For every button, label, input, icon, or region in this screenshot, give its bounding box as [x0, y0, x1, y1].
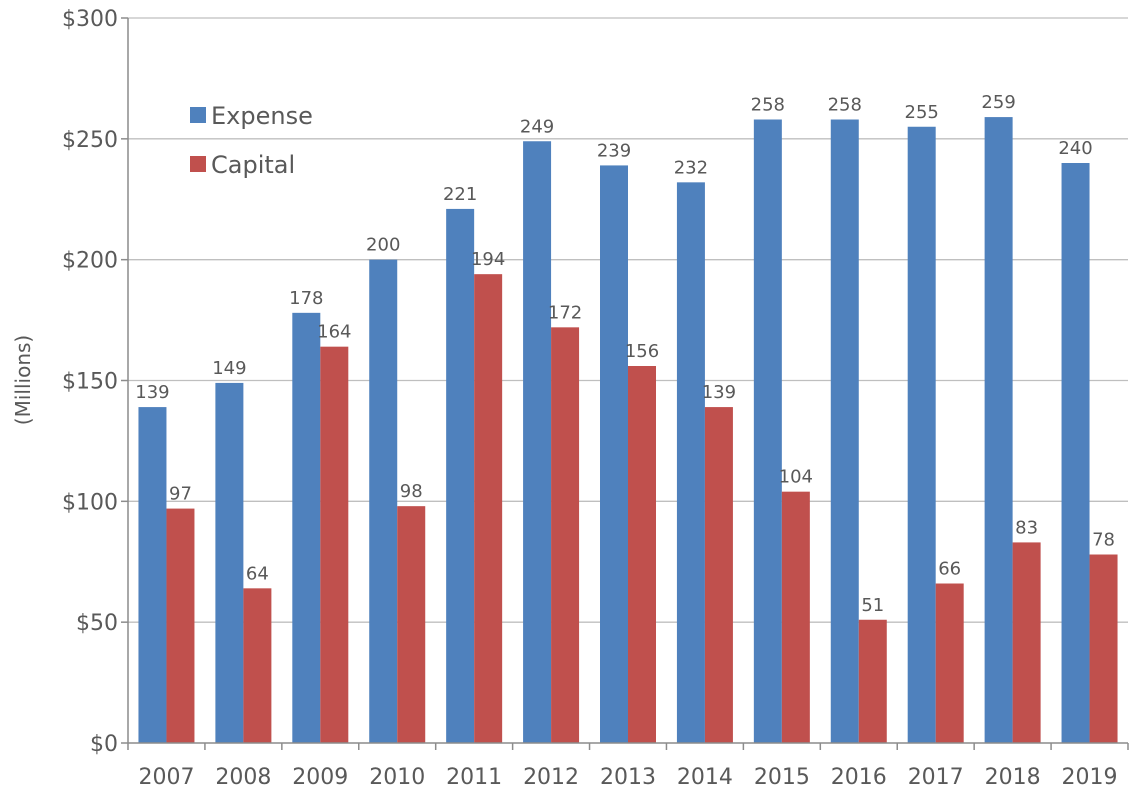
bar-expense-2007: [138, 407, 167, 743]
data-label-expense-2012: 249: [520, 116, 554, 137]
axes: [127, 18, 1129, 750]
data-label-capital-2012: 172: [548, 302, 582, 323]
bar-capital-2013: [628, 366, 656, 743]
bar-capital-2019: [1089, 554, 1118, 743]
data-label-expense-2009: 178: [289, 288, 323, 309]
data-label-expense-2011: 221: [443, 184, 477, 205]
data-label-capital-2014: 139: [702, 382, 736, 403]
data-label-expense-2017: 255: [905, 102, 939, 123]
data-label-capital-2015: 104: [779, 467, 813, 488]
x-tick-label: 2016: [831, 765, 887, 790]
bar-expense-2014: [676, 182, 705, 744]
x-tick-labels: 2007 2008 2009 2010 2011 2012 2013 2014 2015 2016…: [138, 765, 1117, 790]
bar-expense-2009: [292, 312, 321, 743]
data-label-expense-2018: 259: [981, 92, 1015, 113]
data-label-expense-2010: 200: [366, 235, 400, 256]
data-label-capital-2009: 164: [317, 322, 351, 343]
y-tick-label: $100: [62, 490, 118, 515]
bar-expense-2016: [830, 119, 859, 743]
y-tick-label: $150: [62, 370, 118, 395]
y-axis-label: (Millions): [11, 335, 35, 425]
data-label-capital-2008: 64: [246, 563, 269, 584]
x-tick-label: 2008: [215, 765, 271, 790]
bar-capital-2010: [397, 506, 426, 743]
legend-swatch-expense: [190, 107, 206, 123]
bar-expense-2008: [215, 382, 244, 743]
legend: Expense Capital: [190, 102, 313, 179]
bar-capital-2007: [166, 508, 195, 743]
data-labels: 139 97 149 64 178 164 200 98 221 194 249 172 239 156 2…: [135, 92, 1115, 616]
bar-capital-2011: [474, 274, 503, 743]
bar-capital-2014: [704, 407, 733, 743]
bar-expense-2010: [369, 259, 398, 743]
data-label-expense-2007: 139: [135, 382, 169, 403]
data-label-capital-2016: 51: [861, 595, 884, 616]
data-label-capital-2010: 98: [400, 481, 423, 502]
data-label-capital-2018: 83: [1015, 517, 1038, 538]
legend-label-capital: Capital: [211, 151, 295, 179]
data-label-expense-2016: 258: [828, 95, 862, 116]
x-tick-label: 2012: [523, 765, 579, 790]
x-tick-label: 2011: [446, 765, 502, 790]
legend-swatch-capital: [190, 156, 206, 172]
y-tick-label: $50: [76, 611, 118, 636]
bar-expense-2019: [1061, 163, 1090, 743]
data-label-expense-2014: 232: [674, 157, 708, 178]
x-tick-label: 2007: [138, 765, 194, 790]
bar-expense-2012: [523, 141, 552, 743]
y-tick-label: $0: [90, 732, 118, 757]
bar-capital-2018: [1012, 542, 1041, 743]
data-label-capital-2011: 194: [471, 249, 505, 270]
bar-capital-2017: [935, 583, 964, 743]
x-tick-label: 2013: [600, 765, 656, 790]
x-tick-label: 2018: [985, 765, 1041, 790]
y-tick-labels: $0 $50 $100 $150 $200 $250 $300: [62, 7, 118, 757]
data-label-expense-2013: 239: [597, 140, 631, 161]
bar-capital-2012: [551, 327, 580, 743]
y-tick-label: $300: [62, 7, 118, 32]
bar-expense-2015: [753, 119, 782, 743]
bar-capital-2015: [781, 491, 810, 743]
data-label-expense-2008: 149: [212, 358, 246, 379]
data-label-expense-2019: 240: [1058, 138, 1092, 159]
x-tick-label: 2010: [369, 765, 425, 790]
x-tick-label: 2017: [908, 765, 964, 790]
data-label-expense-2015: 258: [751, 95, 785, 116]
x-tick-label: 2015: [754, 765, 810, 790]
bars: [138, 117, 1118, 744]
bar-capital-2016: [858, 619, 887, 743]
x-tick-label: 2019: [1062, 765, 1118, 790]
bar-expense-2018: [984, 117, 1013, 744]
x-tick-label: 2009: [292, 765, 348, 790]
x-tick-label: 2014: [677, 765, 733, 790]
data-label-capital-2007: 97: [169, 484, 192, 505]
bar-expense-2013: [600, 165, 628, 743]
bar-expense-2017: [907, 126, 936, 743]
bar-capital-2009: [320, 346, 349, 743]
legend-label-expense: Expense: [211, 102, 313, 130]
bar-capital-2008: [243, 588, 272, 743]
data-label-capital-2017: 66: [938, 559, 961, 580]
y-tick-label: $200: [62, 249, 118, 274]
data-label-capital-2013: 156: [625, 341, 659, 362]
y-tick-label: $250: [62, 128, 118, 153]
bar-expense-2011: [446, 208, 475, 743]
data-label-capital-2019: 78: [1092, 530, 1115, 551]
